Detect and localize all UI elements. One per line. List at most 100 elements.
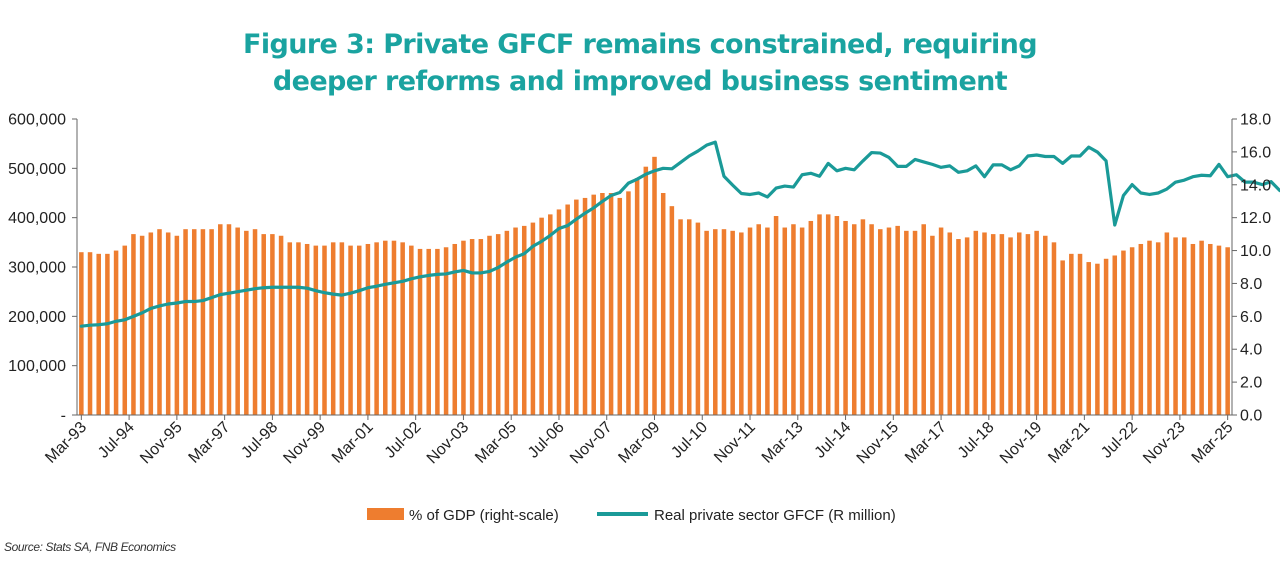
bar xyxy=(530,222,536,415)
bar xyxy=(878,229,883,415)
bar xyxy=(548,214,553,415)
left-tick-label: 600,000 xyxy=(8,112,66,129)
bar xyxy=(235,227,240,415)
bar xyxy=(704,230,709,415)
bar xyxy=(330,242,336,415)
bar xyxy=(782,227,788,415)
legend-bar-label: % of GDP (right-scale) xyxy=(409,507,559,524)
bar xyxy=(79,252,84,415)
bar xyxy=(383,240,388,415)
bar xyxy=(200,229,206,415)
bar xyxy=(1103,258,1109,415)
x-tick-label: Jul-18 xyxy=(955,419,998,462)
bar xyxy=(721,229,727,415)
chart-title-line-2: deeper reforms and improved business sen… xyxy=(272,66,1008,97)
bar xyxy=(869,224,874,415)
bar xyxy=(851,224,857,415)
x-tick-label: Mar-01 xyxy=(329,419,377,467)
x-tick-label: Jul-14 xyxy=(812,419,855,462)
bar xyxy=(938,227,944,415)
legend-line-label: Real private sector GFCF (R million) xyxy=(654,507,896,524)
x-tick-label: Mar-93 xyxy=(42,419,90,467)
bar xyxy=(756,224,761,415)
bar xyxy=(452,243,458,415)
bar xyxy=(643,166,649,415)
bar xyxy=(626,191,631,415)
x-tick-label: Nov-99 xyxy=(280,419,329,468)
bar xyxy=(1181,237,1187,415)
bar xyxy=(591,194,596,415)
x-tick-label: Nov-19 xyxy=(997,419,1046,468)
bar xyxy=(1112,255,1118,415)
x-tick-label: Mar-13 xyxy=(759,419,807,467)
bar xyxy=(799,227,805,415)
left-tick-label: 200,000 xyxy=(8,309,66,326)
x-tick-label: Jul-10 xyxy=(668,419,711,462)
bar xyxy=(157,229,162,415)
bar xyxy=(921,224,926,415)
bar xyxy=(322,245,327,415)
bar xyxy=(270,234,275,415)
bar xyxy=(1173,237,1178,415)
bar xyxy=(860,219,866,415)
bar xyxy=(678,219,683,415)
bar xyxy=(209,229,214,415)
bar xyxy=(504,230,510,415)
bar xyxy=(617,197,623,415)
bar xyxy=(964,237,970,415)
bar xyxy=(513,227,518,415)
bar xyxy=(313,245,319,415)
bar xyxy=(244,230,249,415)
bar xyxy=(400,242,405,415)
bar xyxy=(261,234,266,415)
bar xyxy=(218,224,223,415)
bar xyxy=(1155,242,1161,415)
bar xyxy=(1034,230,1039,415)
bar xyxy=(713,229,718,415)
bar xyxy=(339,242,345,415)
bar xyxy=(634,178,640,415)
x-tick-label: Nov-03 xyxy=(424,419,473,468)
bar xyxy=(990,234,996,415)
bar xyxy=(1095,263,1100,415)
right-tick-label: 8.0 xyxy=(1240,276,1262,293)
bar xyxy=(730,230,735,415)
x-tick-label: Jul-98 xyxy=(238,419,281,462)
bar xyxy=(973,230,979,415)
bar xyxy=(1147,240,1152,415)
chart-title-line-1: Figure 3: Private GFCF remains constrain… xyxy=(242,29,1038,60)
line-path xyxy=(79,140,1280,328)
bar xyxy=(122,245,128,415)
right-tick-label: 12.0 xyxy=(1240,210,1271,227)
x-tick-label: Nov-95 xyxy=(137,419,186,468)
bar xyxy=(895,225,900,415)
bar xyxy=(695,222,701,415)
bar xyxy=(105,253,110,415)
bar xyxy=(1225,247,1230,415)
bar xyxy=(495,234,501,415)
x-tick-label: Mar-97 xyxy=(186,419,234,467)
bar xyxy=(556,209,562,415)
x-tick-label: Nov-07 xyxy=(567,419,616,468)
bar xyxy=(1121,250,1126,415)
bar xyxy=(930,235,935,415)
bar xyxy=(461,240,466,415)
right-tick-label: 4.0 xyxy=(1240,342,1262,359)
bar xyxy=(904,230,909,415)
bar xyxy=(183,229,188,415)
bar xyxy=(791,224,796,415)
bar xyxy=(148,232,154,415)
x-tick-label: Mar-25 xyxy=(1189,419,1237,467)
x-tick-label: Mar-09 xyxy=(615,419,663,467)
line-series xyxy=(79,140,1280,328)
right-tick-label: 10.0 xyxy=(1240,243,1271,260)
left-tick-label: 300,000 xyxy=(8,260,66,277)
left-tick-label: 400,000 xyxy=(8,210,66,227)
bar xyxy=(747,227,753,415)
bar xyxy=(287,242,293,415)
right-tick-label: 18.0 xyxy=(1240,112,1271,129)
right-tick-label: 2.0 xyxy=(1240,375,1262,392)
bar xyxy=(296,242,301,415)
source-note: Source: Stats SA, FNB Economics xyxy=(4,540,176,554)
bar xyxy=(139,235,145,415)
